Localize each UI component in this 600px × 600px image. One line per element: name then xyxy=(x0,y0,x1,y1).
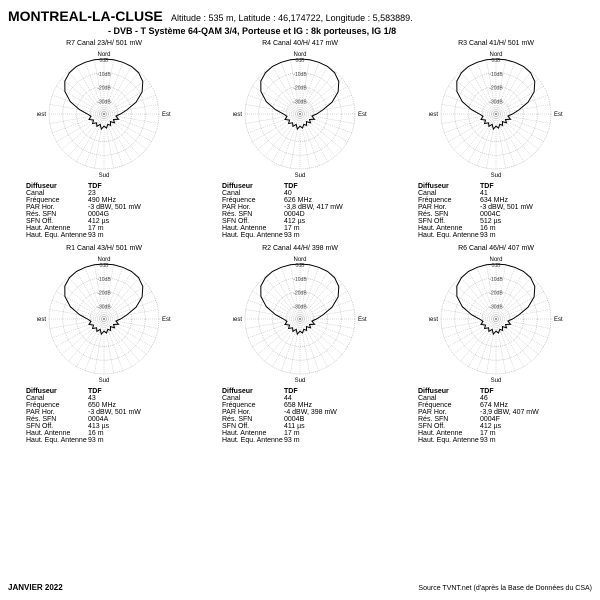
spec-table: DiffuseurTDFCanal43Fréquence650 MHzPAR H… xyxy=(26,388,200,444)
svg-text:Nord: Nord xyxy=(97,257,110,263)
chart-label: R3 Canal 41/H/ 501 mW xyxy=(400,40,592,47)
spec-table: DiffuseurTDFCanal40Fréquence626 MHzPAR H… xyxy=(222,183,396,239)
svg-text:Nord: Nord xyxy=(489,257,502,263)
svg-text:Sud: Sud xyxy=(491,378,502,384)
svg-text:-20dB: -20dB xyxy=(293,86,307,92)
polar-chart: 0dB-10dB-20dB-30dBNordEstSudOuest xyxy=(400,252,592,386)
spec-table: DiffuseurTDFCanal46Fréquence674 MHzPAR H… xyxy=(418,388,592,444)
svg-text:-30dB: -30dB xyxy=(293,99,307,105)
polar-chart: 0dB-10dB-20dB-30dBNordEstSudOuest xyxy=(400,47,592,181)
svg-text:-30dB: -30dB xyxy=(489,304,503,310)
chart-cell: R6 Canal 46/H/ 407 mW 0dB-10dB-20dB-30dB… xyxy=(400,245,592,444)
svg-text:Sud: Sud xyxy=(295,378,306,384)
svg-text:Ouest: Ouest xyxy=(233,317,242,323)
polar-chart: 0dB-10dB-20dB-30dBNordEstSudOuest xyxy=(8,47,200,181)
svg-text:Est: Est xyxy=(162,112,171,118)
svg-text:Nord: Nord xyxy=(489,52,502,58)
page-title: MONTREAL-LA-CLUSE xyxy=(8,8,163,24)
polar-chart: 0dB-10dB-20dB-30dBNordEstSudOuest xyxy=(8,252,200,386)
chart-cell: R3 Canal 41/H/ 501 mW 0dB-10dB-20dB-30dB… xyxy=(400,40,592,239)
svg-text:-20dB: -20dB xyxy=(489,86,503,92)
svg-text:-10dB: -10dB xyxy=(97,277,111,283)
chart-label: R2 Canal 44/H/ 398 mW xyxy=(204,245,396,252)
svg-text:Est: Est xyxy=(554,317,563,323)
svg-text:Nord: Nord xyxy=(293,257,306,263)
svg-text:Est: Est xyxy=(554,112,563,118)
spec-table: DiffuseurTDFCanal44Fréquence658 MHzPAR H… xyxy=(222,388,396,444)
svg-text:-20dB: -20dB xyxy=(293,291,307,297)
svg-text:Sud: Sud xyxy=(295,173,306,179)
svg-text:Ouest: Ouest xyxy=(37,317,46,323)
svg-text:Sud: Sud xyxy=(99,173,110,179)
svg-text:-10dB: -10dB xyxy=(293,277,307,283)
svg-text:Sud: Sud xyxy=(491,173,502,179)
svg-text:-20dB: -20dB xyxy=(97,86,111,92)
svg-text:Sud: Sud xyxy=(99,378,110,384)
svg-text:Est: Est xyxy=(358,317,367,323)
svg-text:-10dB: -10dB xyxy=(489,72,503,78)
chart-cell: R2 Canal 44/H/ 398 mW 0dB-10dB-20dB-30dB… xyxy=(204,245,396,444)
svg-text:Ouest: Ouest xyxy=(429,112,438,118)
svg-text:-30dB: -30dB xyxy=(97,99,111,105)
chart-cell: R7 Canal 23/H/ 501 mW 0dB-10dB-20dB-30dB… xyxy=(8,40,200,239)
svg-text:Est: Est xyxy=(162,317,171,323)
svg-text:-10dB: -10dB xyxy=(293,72,307,78)
svg-text:-20dB: -20dB xyxy=(97,291,111,297)
svg-text:Nord: Nord xyxy=(97,52,110,58)
svg-text:Est: Est xyxy=(358,112,367,118)
svg-text:Ouest: Ouest xyxy=(37,112,46,118)
system-line: - DVB - T Système 64-QAM 3/4, Porteuse e… xyxy=(108,26,592,36)
svg-text:-10dB: -10dB xyxy=(97,72,111,78)
footer-date: JANVIER 2022 xyxy=(8,583,63,592)
chart-label: R4 Canal 40/H/ 417 mW xyxy=(204,40,396,47)
chart-grid: R7 Canal 23/H/ 501 mW 0dB-10dB-20dB-30dB… xyxy=(8,40,592,444)
svg-text:-10dB: -10dB xyxy=(489,277,503,283)
svg-text:Ouest: Ouest xyxy=(429,317,438,323)
svg-text:Nord: Nord xyxy=(293,52,306,58)
chart-label: R1 Canal 43/H/ 501 mW xyxy=(8,245,200,252)
chart-cell: R4 Canal 40/H/ 417 mW 0dB-10dB-20dB-30dB… xyxy=(204,40,396,239)
spec-table: DiffuseurTDFCanal41Fréquence634 MHzPAR H… xyxy=(418,183,592,239)
svg-text:-30dB: -30dB xyxy=(489,99,503,105)
footer-source: Source TVNT.net (d'après la Base de Donn… xyxy=(418,585,592,592)
svg-text:-30dB: -30dB xyxy=(97,304,111,310)
chart-label: R7 Canal 23/H/ 501 mW xyxy=(8,40,200,47)
subtitle: Altitude : 535 m, Latitude : 46,174722, … xyxy=(171,13,413,23)
header: MONTREAL-LA-CLUSE Altitude : 535 m, Lati… xyxy=(8,8,592,36)
svg-text:-30dB: -30dB xyxy=(293,304,307,310)
polar-chart: 0dB-10dB-20dB-30dBNordEstSudOuest xyxy=(204,47,396,181)
spec-table: DiffuseurTDFCanal23Fréquence490 MHzPAR H… xyxy=(26,183,200,239)
polar-chart: 0dB-10dB-20dB-30dBNordEstSudOuest xyxy=(204,252,396,386)
svg-text:-20dB: -20dB xyxy=(489,291,503,297)
chart-cell: R1 Canal 43/H/ 501 mW 0dB-10dB-20dB-30dB… xyxy=(8,245,200,444)
chart-label: R6 Canal 46/H/ 407 mW xyxy=(400,245,592,252)
svg-text:Ouest: Ouest xyxy=(233,112,242,118)
